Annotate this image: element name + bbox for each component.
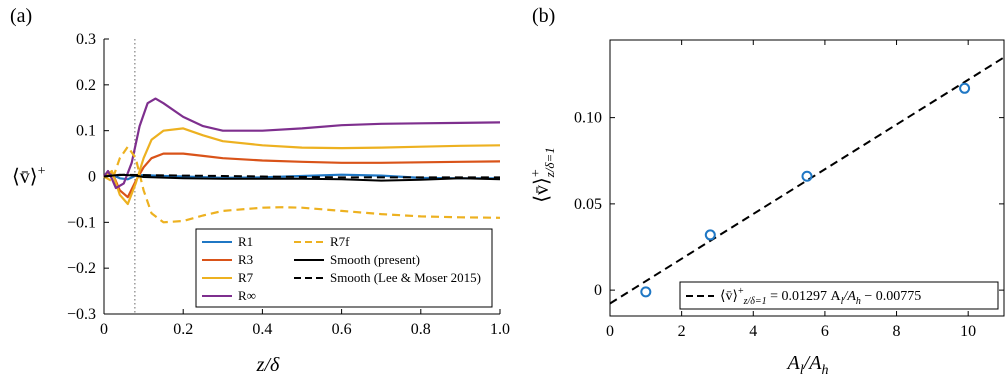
panel-b-plot-area: 0 2 4 6 8 10 0 0.05 0.10: [574, 39, 1005, 340]
panel-a-xtick-label: 0.4: [252, 321, 272, 338]
panel-a-legend-label-r7f: R7f: [330, 234, 350, 249]
panel-a-axis-labels: z/δ ⟨v̄⟩+: [12, 164, 280, 376]
panel-b-ylabel-sup: +: [529, 169, 544, 177]
panel-b-data-point: [801, 170, 813, 182]
panel-a-xtick-label: 0.8: [411, 321, 431, 338]
panel-a-ytick-label: 0: [88, 169, 96, 186]
panel-a-label: (a): [10, 5, 32, 27]
panel-b-legend-label: ⟨v̄⟩+z/δ=1 = 0.01297 Al/Ah − 0.00775: [720, 286, 921, 307]
panel-b-legend-label-sub3: h: [856, 296, 861, 307]
panel-a-ytick-label: −0.1: [67, 214, 96, 231]
panel-a-ylabel-sup: +: [38, 164, 46, 179]
panel-b-xlabel-h: h: [821, 363, 828, 376]
panel-b-xtick-label: 6: [821, 323, 829, 340]
panel-b-xtick-label: 8: [893, 323, 901, 340]
panel-a-ylabel-main: ⟨v̄⟩: [12, 166, 38, 188]
panel-b-xtick-label: 0: [606, 323, 614, 340]
panel-a-xlabel: z/δ: [256, 354, 280, 376]
panel-a-xtick-label: 1.0: [490, 321, 510, 338]
panel-b-legend-box: [679, 281, 999, 310]
panel-b-ylabel-main: ⟨v̄⟩: [531, 177, 553, 203]
panel-a-legend-box: [195, 228, 493, 308]
panel-b-legend: ⟨v̄⟩+z/δ=1 = 0.01297 Al/Ah − 0.00775: [679, 281, 999, 310]
panel-a-ytick-label: 0.2: [76, 77, 96, 94]
panel-b-ytick-label: 0.05: [574, 196, 602, 213]
panel-a-ytick-label: 0.1: [76, 123, 96, 140]
panel-a-series-r3: [103, 152, 501, 199]
panel-b-ylabel-sub: z/δ=1: [542, 147, 557, 178]
panel-b-data-point: [640, 286, 652, 298]
panel-a-legend: R1 R7f R3 Smooth (present) R7 Smooth (Lee & M…: [195, 228, 493, 308]
panel-a-legend-label-smooth-lee-moser-2015: Smooth (Lee & Moser 2015): [330, 270, 481, 285]
panel-b-legend-label-sub2: l: [841, 296, 844, 307]
panel-a-ylabel: ⟨v̄⟩+: [12, 164, 46, 188]
panel-a-xlabel-main: z: [256, 354, 265, 376]
panel-a-legend-label-r7: R7: [238, 270, 254, 285]
panel-b-axis-labels: Al/Ah ⟨v̄⟩+z/δ=1: [529, 147, 828, 376]
panel-a-xtick-label: 0.6: [332, 321, 352, 338]
panel-b-xlabel: Al/Ah: [786, 352, 829, 376]
panel-b-legend-label-sub: z/δ=1: [743, 296, 767, 307]
panel-a-series-r7: [103, 127, 501, 206]
panel-b-legend-label-rhs: = 0.01297 A: [767, 289, 842, 304]
panel-b-data-point: [704, 229, 716, 241]
panel-b-ytick-label: 0.10: [574, 110, 602, 127]
panel-a-series-r: [103, 97, 501, 190]
panel-a-xtick-label: 0: [100, 321, 108, 338]
panel-a-series-r1: [103, 173, 500, 181]
panel-b-label: (b): [532, 5, 555, 27]
panel-b-legend-label-end: − 0.00775: [861, 289, 921, 304]
panel-a: (a) 0 0.2 0.4 0.6 0.8 1.0−0.3−0.2−0.100.10.20…: [10, 5, 510, 376]
panel-b-legend-label-lhs: ⟨v̄⟩: [720, 289, 738, 304]
panel-b-data-point: [959, 82, 971, 94]
panel-b-xlabel-slash: /A: [803, 352, 823, 374]
panel-b-xlabel-l: l: [800, 363, 804, 376]
panel-a-legend-label-r3: R3: [238, 252, 253, 267]
panel-b-xtick-label: 2: [678, 323, 686, 340]
panel-b-ytick-label: 0: [594, 282, 602, 299]
panel-a-ytick-label: −0.3: [67, 306, 96, 323]
panel-a-series-r7f: [103, 145, 501, 224]
panel-a-legend-label-r: R∞: [238, 288, 256, 303]
panel-b-ylabel: ⟨v̄⟩+z/δ=1: [529, 147, 557, 203]
panel-a-plot-area: 0 0.2 0.4 0.6 0.8 1.0 −0.3 −0.2 −0.1 0 0.1 0.2 0.3: [67, 31, 510, 338]
panel-b-xtick-label: 10: [960, 323, 976, 340]
panel-b-xtick-label: 4: [749, 323, 757, 340]
panel-a-legend-label-r1: R1: [238, 234, 253, 249]
panel-b-xlabel-A: A: [786, 352, 801, 374]
panel-b-legend-label-mid: /A: [842, 289, 856, 304]
panel-a-xtick-label: 0.2: [173, 321, 193, 338]
panel-a-xlabel-rest: /δ: [263, 354, 280, 376]
panel-b-frame: [609, 39, 1005, 317]
panel-a-ytick-label: 0.3: [76, 31, 96, 48]
panel-a-legend-label-smooth-present: Smooth (present): [330, 252, 420, 267]
panel-b-legend-label-sup: +: [738, 286, 744, 297]
panel-a-ytick-label: −0.2: [67, 260, 96, 277]
